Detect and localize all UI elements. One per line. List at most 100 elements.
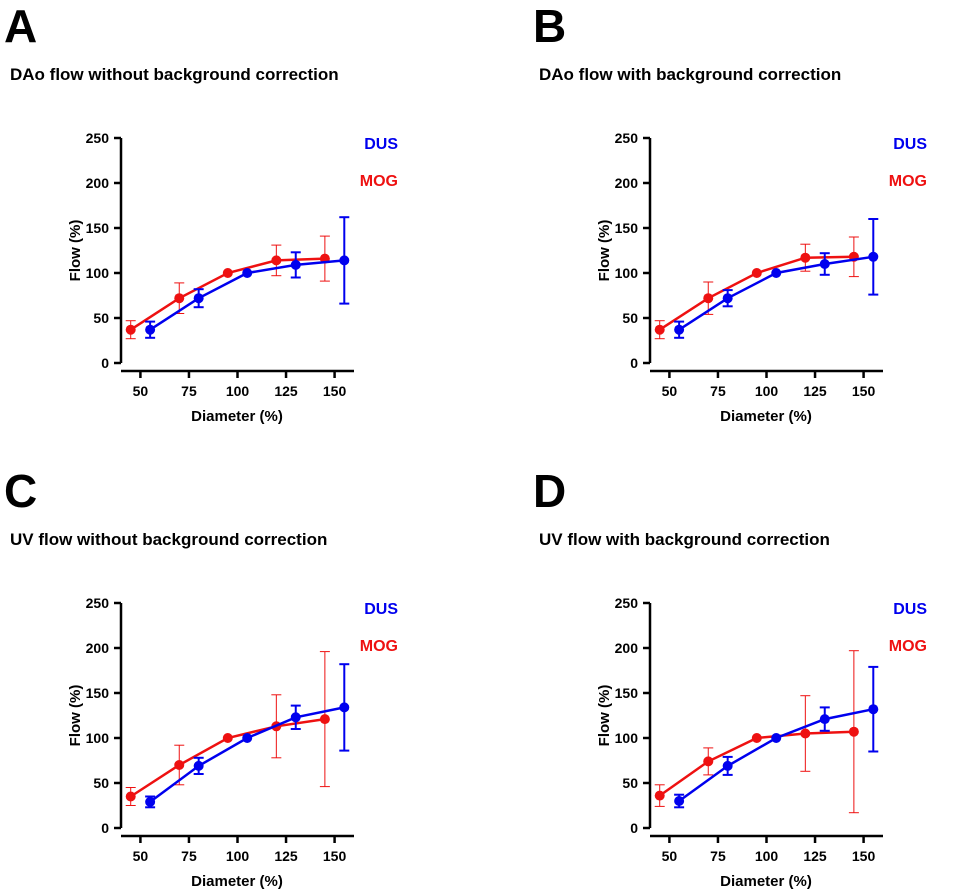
data-point-dus — [242, 268, 253, 278]
y-axis-label: Flow (%) — [67, 685, 84, 747]
panel-letter: A — [4, 0, 37, 52]
series-mog — [654, 650, 859, 814]
data-point-dus — [193, 760, 204, 771]
y-tick-label: 250 — [615, 130, 639, 146]
data-point-dus — [339, 702, 350, 713]
y-tick-label: 200 — [86, 175, 110, 191]
series-dus — [674, 218, 879, 339]
data-point-mog — [174, 293, 185, 304]
series-mog — [654, 236, 859, 340]
y-tick-label: 0 — [101, 355, 109, 371]
legend-mog: MOG — [889, 173, 927, 190]
x-tick-label: 150 — [852, 848, 876, 864]
data-point-dus — [145, 324, 156, 335]
x-axis-label: Diameter (%) — [191, 408, 283, 425]
data-point-dus — [290, 712, 301, 723]
data-point-mog — [800, 728, 811, 739]
y-tick-label: 100 — [615, 730, 639, 746]
data-point-mog — [848, 726, 859, 737]
x-tick-label: 50 — [662, 383, 678, 399]
x-tick-label: 125 — [274, 383, 298, 399]
panel-letter: B — [533, 0, 566, 52]
x-tick-label: 100 — [755, 848, 779, 864]
x-tick-label: 50 — [133, 848, 149, 864]
data-point-dus — [722, 293, 733, 304]
data-point-mog — [800, 252, 811, 263]
panel-letter: D — [533, 465, 566, 517]
data-point-dus — [290, 259, 301, 270]
data-point-dus — [722, 760, 733, 771]
y-tick-label: 0 — [101, 820, 109, 836]
series-dus — [145, 663, 350, 809]
y-tick-label: 100 — [86, 265, 110, 281]
y-axis-label: Flow (%) — [596, 685, 613, 747]
data-point-dus — [674, 324, 685, 335]
data-point-dus — [674, 796, 685, 806]
series-dus — [674, 665, 879, 809]
data-point-dus — [145, 796, 156, 807]
y-tick-label: 150 — [86, 220, 110, 236]
series-mog — [125, 235, 330, 340]
x-tick-label: 125 — [274, 848, 298, 864]
chart-title: UV flow with background correction — [539, 530, 830, 549]
x-axis-label: Diameter (%) — [720, 408, 812, 425]
y-tick-label: 50 — [93, 775, 109, 791]
y-tick-label: 250 — [615, 595, 639, 611]
y-tick-label: 200 — [86, 640, 110, 656]
data-point-mog — [654, 324, 665, 335]
legend-mog: MOG — [889, 638, 927, 655]
data-point-mog — [174, 760, 185, 770]
data-point-dus — [819, 259, 830, 269]
x-tick-label: 100 — [226, 848, 250, 864]
y-tick-label: 150 — [615, 220, 639, 236]
legend-mog: MOG — [360, 173, 398, 190]
data-point-dus — [819, 714, 830, 725]
chart-panel-a: A DAo flow without background correction 0… — [4, 0, 398, 425]
y-tick-label: 150 — [615, 685, 639, 701]
y-tick-label: 200 — [615, 175, 639, 191]
y-tick-label: 0 — [630, 355, 638, 371]
y-tick-label: 150 — [86, 685, 110, 701]
chart-title: DAo flow with background correction — [539, 65, 841, 84]
legend-dus: DUS — [893, 136, 927, 153]
chart-panel-d: D UV flow with background correction 0 50 10… — [533, 465, 927, 890]
data-point-dus — [868, 704, 879, 715]
chart-title: UV flow without background correction — [10, 530, 327, 549]
chart-title: DAo flow without background correction — [10, 65, 339, 84]
legend-dus: DUS — [364, 136, 398, 153]
data-point-dus — [771, 268, 782, 278]
y-tick-label: 100 — [615, 265, 639, 281]
y-tick-label: 250 — [86, 595, 110, 611]
x-tick-label: 75 — [710, 383, 726, 399]
y-tick-label: 250 — [86, 130, 110, 146]
x-tick-label: 75 — [181, 848, 197, 864]
series-line-mog — [130, 717, 326, 798]
x-tick-label: 150 — [323, 383, 347, 399]
legend-dus: DUS — [364, 601, 398, 618]
data-point-mog — [751, 268, 762, 278]
x-tick-label: 150 — [852, 383, 876, 399]
y-tick-label: 200 — [615, 640, 639, 656]
data-point-mog — [125, 324, 136, 335]
data-point-mog — [703, 293, 714, 304]
y-tick-label: 100 — [86, 730, 110, 746]
data-point-mog — [751, 733, 762, 743]
x-tick-label: 50 — [133, 383, 149, 399]
data-point-dus — [771, 733, 782, 743]
x-axis-label: Diameter (%) — [191, 873, 283, 890]
series-dus — [145, 216, 350, 339]
legend-dus: DUS — [893, 601, 927, 618]
data-point-mog — [654, 790, 665, 801]
data-point-mog — [271, 255, 282, 266]
data-point-mog — [319, 714, 330, 725]
data-point-dus — [242, 733, 253, 743]
data-point-dus — [193, 293, 204, 304]
x-tick-label: 150 — [323, 848, 347, 864]
chart-panel-b: B DAo flow with background correction 0 50 1… — [533, 0, 927, 425]
x-tick-label: 100 — [755, 383, 779, 399]
y-axis-label: Flow (%) — [596, 220, 613, 282]
chart-panel-c: C UV flow without background correction 0 5… — [4, 465, 398, 890]
x-axis-label: Diameter (%) — [720, 873, 812, 890]
panel-letter: C — [4, 465, 37, 517]
